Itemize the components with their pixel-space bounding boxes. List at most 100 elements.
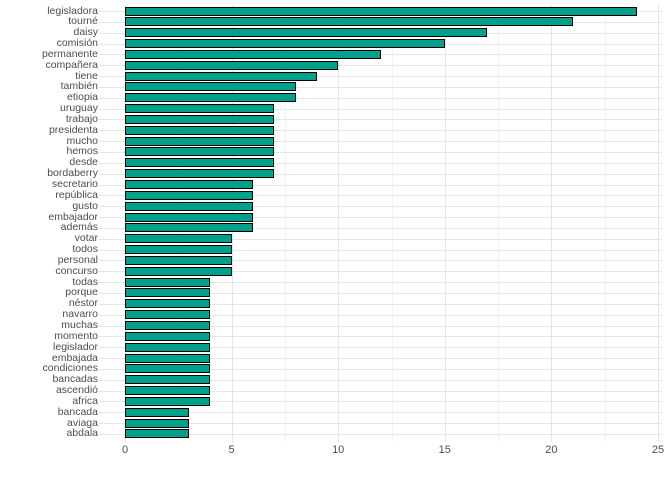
gridline-horizontal bbox=[99, 314, 662, 316]
gridline-horizontal bbox=[99, 260, 662, 262]
bar bbox=[125, 245, 232, 255]
y-axis-tick-label: también bbox=[60, 80, 98, 93]
bar bbox=[125, 353, 211, 363]
gridline-horizontal bbox=[99, 130, 662, 132]
gridline-horizontal bbox=[99, 119, 662, 121]
bar bbox=[125, 114, 275, 124]
gridline-horizontal bbox=[99, 86, 662, 88]
gridline-horizontal bbox=[99, 325, 662, 327]
y-axis-tick-label: abdala bbox=[66, 427, 98, 440]
bar bbox=[125, 201, 253, 211]
gridline-minor bbox=[498, 5, 499, 442]
gridline-horizontal bbox=[99, 303, 662, 305]
gridline-horizontal bbox=[99, 206, 662, 208]
y-axis-tick-label: legislador bbox=[53, 340, 98, 353]
y-axis-tick-label: todos bbox=[72, 243, 98, 256]
bar bbox=[125, 169, 275, 179]
gridline-major bbox=[445, 5, 446, 442]
y-axis-tick-label: momento bbox=[54, 329, 98, 342]
bar bbox=[125, 39, 445, 49]
bar bbox=[125, 321, 211, 331]
y-axis-tick-label: tourné bbox=[68, 15, 98, 28]
y-axis-tick-label: daisy bbox=[73, 26, 98, 39]
y-axis-tick-label: además bbox=[60, 221, 98, 234]
bar bbox=[125, 180, 253, 190]
y-axis-tick-label: bordaberry bbox=[47, 167, 98, 180]
y-axis-tick-label: todas bbox=[72, 275, 98, 288]
bar bbox=[125, 49, 381, 59]
bar bbox=[125, 386, 211, 396]
y-axis-tick-label: bancadas bbox=[52, 373, 98, 386]
bar bbox=[125, 60, 339, 70]
bar bbox=[125, 17, 573, 27]
gridline-minor bbox=[392, 5, 393, 442]
gridline-major bbox=[658, 5, 659, 442]
y-axis-tick-label: aviaga bbox=[67, 416, 98, 429]
gridline-horizontal bbox=[99, 217, 662, 219]
y-axis-tick-label: república bbox=[55, 188, 98, 201]
y-axis-tick-label: bancada bbox=[57, 405, 98, 418]
x-axis-tick-label: 15 bbox=[438, 444, 451, 456]
y-axis-tick-label: concurso bbox=[55, 264, 98, 277]
y-axis-tick-label: votar bbox=[74, 232, 98, 245]
gridline-horizontal bbox=[99, 227, 662, 229]
bar bbox=[125, 342, 211, 352]
bar bbox=[125, 93, 296, 103]
gridline-horizontal bbox=[99, 151, 662, 153]
gridline-horizontal bbox=[99, 162, 662, 164]
y-axis-tick-label: porque bbox=[65, 286, 98, 299]
x-axis-tick-label: 10 bbox=[332, 444, 345, 456]
gridline-horizontal bbox=[99, 238, 662, 240]
y-axis-tick-label: africa bbox=[72, 394, 98, 407]
y-axis-tick-label: secretario bbox=[51, 178, 98, 191]
bar bbox=[125, 396, 211, 406]
gridline-horizontal bbox=[99, 292, 662, 294]
bar bbox=[125, 104, 275, 114]
y-axis-tick-label: tiene bbox=[75, 69, 98, 82]
bar bbox=[125, 234, 232, 244]
y-axis-tick-label: hemos bbox=[66, 145, 98, 158]
gridline-horizontal bbox=[99, 184, 662, 186]
bar bbox=[125, 136, 275, 146]
x-axis-tick-label: 5 bbox=[228, 444, 235, 456]
gridline-major bbox=[551, 5, 552, 442]
y-axis-tick-label: uruguay bbox=[60, 102, 98, 115]
plot-panel bbox=[99, 5, 662, 442]
gridline-horizontal bbox=[99, 249, 662, 251]
y-axis-tick-label: legisladora bbox=[47, 4, 98, 17]
y-axis-tick-label: embajador bbox=[48, 210, 98, 223]
y-axis-tick-label: comisión bbox=[56, 37, 98, 50]
y-axis-tick-label: trabajo bbox=[65, 112, 98, 125]
gridline-horizontal bbox=[99, 401, 662, 403]
gridline-horizontal bbox=[99, 282, 662, 284]
gridline-horizontal bbox=[99, 433, 662, 435]
x-axis-tick-label: 0 bbox=[121, 444, 129, 456]
x-axis-tick-label: 20 bbox=[545, 444, 558, 456]
gridline-horizontal bbox=[99, 97, 662, 99]
y-axis-tick-label: ascendió bbox=[55, 384, 98, 397]
gridline-horizontal bbox=[99, 108, 662, 110]
gridline-major bbox=[338, 5, 339, 442]
gridline-horizontal bbox=[99, 173, 662, 175]
bar bbox=[125, 190, 253, 200]
gridline-horizontal bbox=[99, 390, 662, 392]
bar bbox=[125, 158, 275, 168]
bar bbox=[125, 310, 211, 320]
y-axis-tick-label: condiciones bbox=[42, 362, 98, 375]
y-axis-tick-label: gusto bbox=[72, 199, 98, 212]
y-axis-tick-label: embajada bbox=[51, 351, 98, 364]
bar bbox=[125, 299, 211, 309]
gridline-horizontal bbox=[99, 358, 662, 360]
bar bbox=[125, 418, 189, 428]
bar bbox=[125, 6, 637, 16]
y-axis-tick-label: personal bbox=[57, 253, 98, 266]
bar bbox=[125, 277, 211, 287]
y-axis-tick-label: etiopia bbox=[67, 91, 98, 104]
gridline-horizontal bbox=[99, 423, 662, 425]
bar bbox=[125, 266, 232, 276]
gridline-horizontal bbox=[99, 141, 662, 143]
bar bbox=[125, 407, 189, 417]
bar bbox=[125, 147, 275, 157]
gridline-horizontal bbox=[99, 368, 662, 370]
